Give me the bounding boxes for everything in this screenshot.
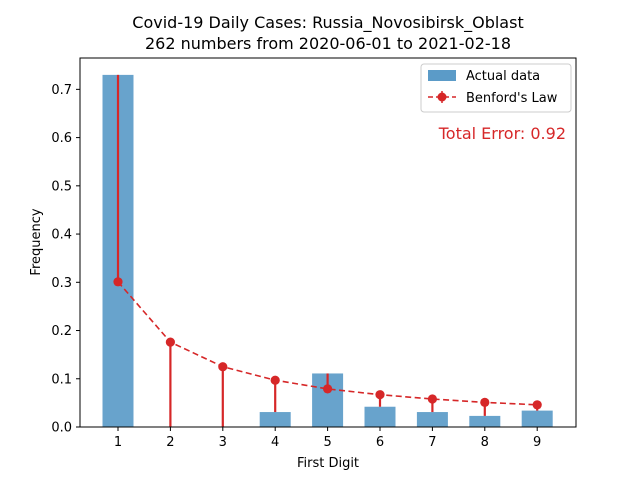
benford-point-digit-4 [270, 375, 280, 385]
x-axis: 1 2 3 4 5 6 7 8 9 [114, 427, 541, 450]
bar-digit-7 [416, 412, 448, 427]
benford-point-digit-6 [375, 390, 385, 400]
x-tick-label-5: 5 [323, 435, 331, 450]
bar-digit-8 [469, 415, 501, 427]
bar-digit-6 [364, 406, 396, 427]
benford-point-digit-7 [427, 394, 437, 404]
y-tick-label-0.6: 0.6 [51, 131, 72, 146]
legend: Actual data Benford's Law [420, 63, 572, 113]
legend-label-actual: Actual data [466, 69, 540, 84]
benford-point-digit-1 [113, 277, 123, 287]
total-error-annotation: Total Error: 0.92 [438, 124, 566, 143]
y-tick-label-0.5: 0.5 [51, 179, 72, 194]
x-tick-label-3: 3 [219, 435, 227, 450]
chart-title: Covid-19 Daily Cases: Russia_Novosibirsk… [132, 13, 523, 33]
x-tick-label-4: 4 [271, 435, 279, 450]
legend-label-benford: Benford's Law [466, 91, 558, 106]
x-tick-label-9: 9 [533, 435, 541, 450]
y-tick-label-0.7: 0.7 [51, 83, 72, 98]
x-axis-label: First Digit [297, 456, 359, 471]
benford-curve [117, 281, 538, 406]
benford-point-digit-2 [165, 337, 175, 347]
bar-digit-4 [259, 412, 291, 427]
x-tick-label-8: 8 [481, 435, 489, 450]
x-tick-label-2: 2 [166, 435, 174, 450]
y-tick-label-0.0: 0.0 [51, 421, 72, 436]
y-axis: 0.0 0.1 0.2 0.3 0.4 0.5 0.6 0.7 [51, 83, 80, 436]
x-tick-label-7: 7 [428, 435, 436, 450]
y-tick-label-0.4: 0.4 [51, 228, 72, 243]
x-tick-label-6: 6 [376, 435, 384, 450]
y-tick-label-0.2: 0.2 [51, 324, 72, 339]
y-axis-label: Frequency [29, 208, 44, 275]
benford-point-digit-8 [480, 397, 490, 407]
benford-point-digit-5 [323, 384, 333, 394]
chart-subtitle: 262 numbers from 2020-06-01 to 2021-02-1… [145, 34, 511, 53]
y-tick-label-0.3: 0.3 [51, 276, 72, 291]
legend-swatch-actual [428, 70, 456, 81]
x-tick-label-1: 1 [114, 435, 122, 450]
legend-box [420, 63, 572, 113]
benford-point-digit-3 [218, 362, 228, 372]
bar-digit-9 [521, 410, 553, 427]
benford-line-group [113, 277, 542, 410]
y-tick-label-0.1: 0.1 [51, 372, 72, 387]
benford-point-digit-9 [532, 400, 542, 410]
